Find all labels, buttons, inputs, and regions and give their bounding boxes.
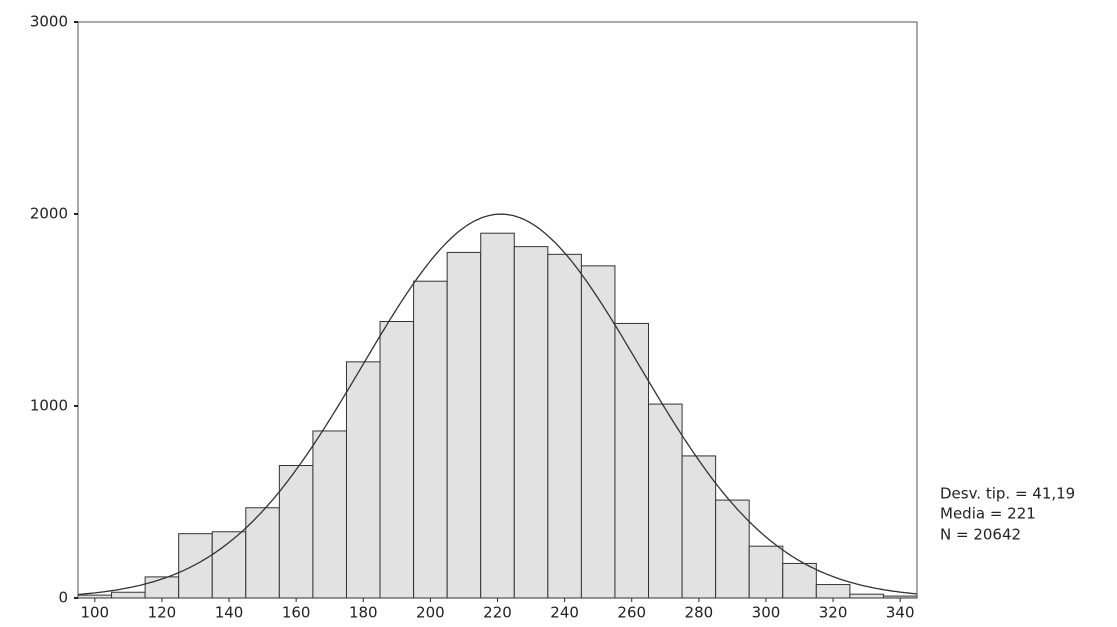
x-tick-label: 340 [886,604,915,622]
bar [178,533,213,599]
bar [278,465,314,599]
bar [815,584,851,599]
bar [480,232,515,599]
bar [413,280,448,599]
x-tick-label: 160 [282,604,311,622]
x-tick-label: 260 [617,604,646,622]
x-tick-label: 180 [349,604,378,622]
x-tick-label: 140 [215,604,244,622]
annotation: N = 20642 [940,526,1021,544]
bar [715,499,750,599]
bar [580,265,616,599]
annotation: Desv. tip. = 41,19 [940,485,1075,503]
bar [312,430,347,599]
bar [446,251,482,599]
x-tick-label: 100 [80,604,109,622]
bar [681,455,717,599]
bar [513,246,549,599]
bar [111,591,146,599]
bar [144,576,180,599]
y-tick-label: 3000 [30,13,68,31]
bar [748,545,784,599]
x-tick-label: 200 [416,604,445,622]
annotation: Media = 221 [940,505,1036,523]
bar [614,322,650,599]
y-tick-label: 1000 [30,397,68,415]
x-tick-label: 240 [550,604,579,622]
bar [379,321,415,599]
x-tick-label: 300 [752,604,781,622]
bar [882,595,918,599]
bar [849,593,884,599]
x-tick-label: 320 [819,604,848,622]
y-tick-label: 0 [58,589,68,607]
normal-curve [77,213,918,596]
x-tick-label: 120 [148,604,177,622]
x-tick-label: 220 [483,604,512,622]
bar [782,562,817,599]
bar [345,361,381,599]
bar [77,594,113,599]
bar [648,403,683,599]
y-tick-label: 2000 [30,205,68,223]
bar [547,253,582,599]
x-tick-label: 280 [685,604,714,622]
bar [245,507,280,599]
